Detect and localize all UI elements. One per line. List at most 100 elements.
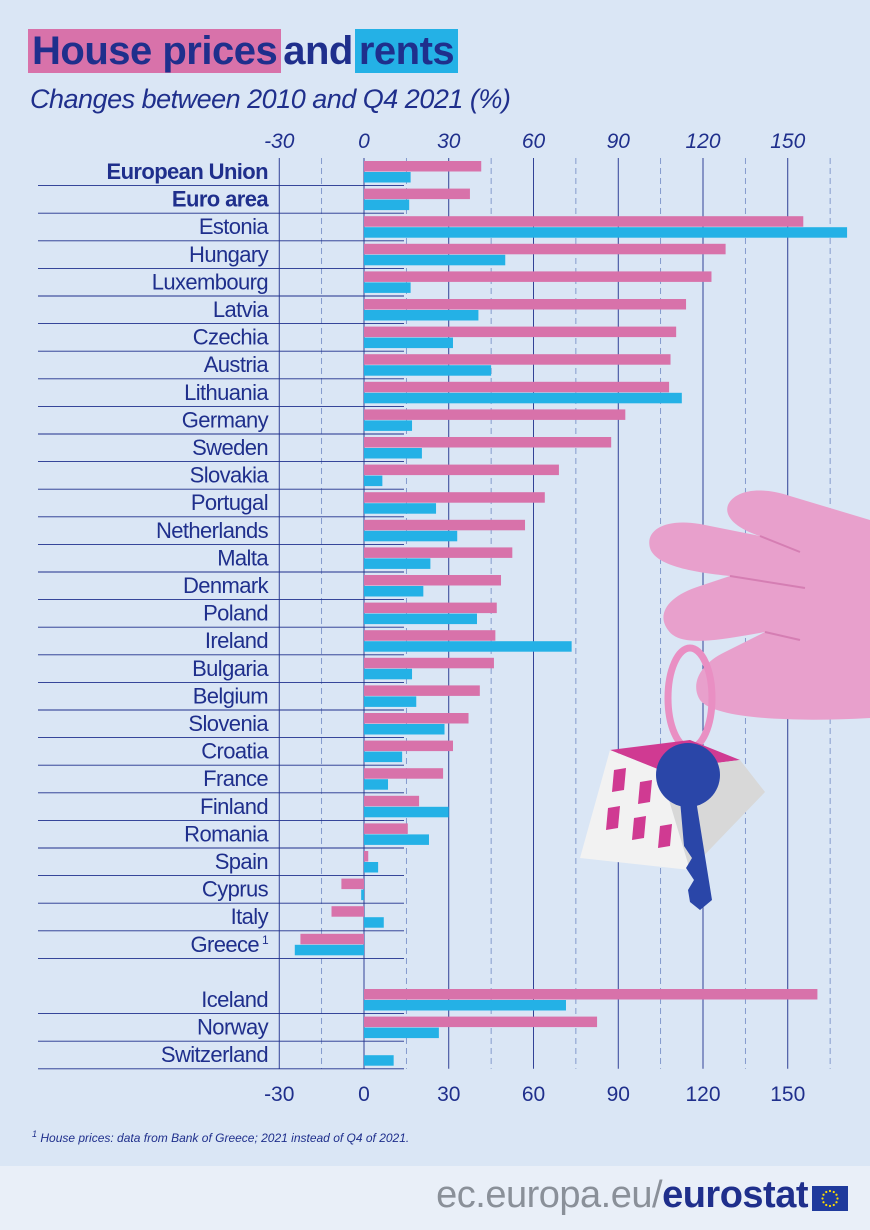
x-tick-label: 30 (437, 1083, 460, 1106)
category-label: Switzerland (161, 1042, 268, 1067)
url-prefix: ec.europa.eu/ (436, 1174, 663, 1216)
bar-rents (364, 613, 477, 625)
house-window (638, 780, 652, 804)
bar-rents (364, 558, 431, 569)
bar-rents (364, 1055, 394, 1066)
x-axis-top: -30 0 30 60 90 120 150 (264, 130, 806, 153)
bar-rents (364, 199, 410, 211)
key-head (656, 743, 720, 807)
eurostat-url[interactable]: ec.europa.eu/eurostat (436, 1174, 808, 1217)
bar-house-prices (364, 381, 670, 393)
title-rents: rents (354, 29, 459, 73)
bar-house-prices (364, 437, 612, 448)
flag-star (828, 1189, 832, 1193)
bar-house-prices (364, 602, 497, 614)
category-label: Ireland (205, 628, 268, 653)
house-window (612, 768, 626, 792)
bar-house-prices (364, 823, 408, 834)
x-tick-label: 150 (770, 1083, 805, 1106)
category-label: Slovenia (188, 711, 269, 736)
category-label: Germany (182, 407, 269, 432)
category-label: Norway (197, 1015, 269, 1040)
bar-rents (364, 862, 379, 873)
x-tick-label: -30 (264, 1083, 294, 1106)
category-label: Lithuania (184, 380, 269, 405)
flag-star (822, 1193, 825, 1196)
bar-house-prices (364, 216, 804, 227)
bar-rents (364, 530, 458, 542)
bar-house-prices (364, 326, 677, 338)
flag-star (828, 1204, 832, 1208)
category-label: Belgium (193, 683, 268, 708)
house-window (658, 824, 672, 848)
x-tick-label: 0 (358, 1083, 370, 1106)
x-tick-label: -30 (264, 130, 295, 153)
bar-rents (364, 724, 445, 735)
bar-rents (364, 475, 383, 487)
bar-rents (364, 1027, 439, 1039)
category-label: France (203, 766, 268, 791)
flag-star (832, 1190, 835, 1194)
x-tick-label: 0 (358, 130, 370, 153)
bar-rents (364, 282, 411, 293)
bar-house-prices (364, 1016, 598, 1028)
bar-house-prices (364, 271, 712, 282)
x-tick-label: 90 (607, 130, 631, 153)
url-brand: eurostat (662, 1174, 808, 1216)
category-label: Bulgaria (192, 656, 269, 681)
category-label: Finland (200, 794, 268, 819)
x-tick-label: 150 (770, 130, 805, 153)
bar-rents (364, 503, 437, 514)
bar-rents (364, 917, 384, 928)
x-tick-label: 30 (437, 130, 461, 153)
x-axis-bottom: -30 0 30 60 90 120 150 (264, 1083, 805, 1106)
bar-house-prices (364, 243, 726, 255)
category-label: European Union (107, 159, 269, 184)
flag-star (825, 1190, 828, 1194)
bar-house-prices (364, 299, 687, 310)
bar-house-prices (364, 630, 496, 641)
hand-shading (729, 535, 806, 641)
bar-house-prices (364, 547, 513, 558)
bar-house-prices (364, 989, 818, 1000)
category-label: Iceland (201, 987, 268, 1012)
bar-house-prices (364, 409, 626, 420)
footnote-text: House prices: data from Bank of Greece; … (40, 1131, 410, 1145)
bar-house-prices (364, 795, 420, 807)
house-window (632, 816, 646, 840)
bar-rents (361, 889, 364, 901)
flag-star (835, 1201, 838, 1204)
bar-rents (364, 1000, 566, 1011)
bar-house-prices (364, 161, 482, 172)
category-footnote-marker: 1 (262, 933, 269, 947)
footnote-marker: 1 (32, 1129, 38, 1139)
category-label: Sweden (192, 435, 268, 460)
footnote: 1 House prices: data from Bank of Greece… (32, 1129, 409, 1145)
bar-house-prices (364, 768, 444, 779)
bar-rents (364, 668, 413, 680)
bar-rents (364, 172, 411, 183)
flag-star (822, 1201, 825, 1204)
bar-rents (364, 779, 389, 790)
flag-star (836, 1197, 839, 1200)
category-label: Luxembourg (152, 269, 268, 294)
category-label: Croatia (201, 739, 269, 764)
footer-bar: ec.europa.eu/eurostat (0, 1166, 870, 1230)
x-tick-label: 120 (685, 130, 720, 153)
title-and: and (283, 29, 353, 73)
category-label: Romania (184, 821, 269, 846)
bar-house-prices (364, 657, 494, 669)
bar-rents (364, 586, 424, 597)
x-tick-label: 60 (522, 130, 546, 153)
category-label: Poland (203, 601, 268, 626)
bar-house-prices (364, 188, 470, 200)
bar-rents (364, 337, 453, 349)
x-tick-label: 60 (522, 1083, 545, 1106)
bar-house-prices (364, 851, 369, 862)
bar-rents (364, 310, 479, 321)
eu-flag-icon (812, 1186, 848, 1211)
bar-house-prices (364, 464, 559, 476)
category-label: Netherlands (156, 518, 269, 543)
x-tick-label: 90 (607, 1083, 630, 1106)
